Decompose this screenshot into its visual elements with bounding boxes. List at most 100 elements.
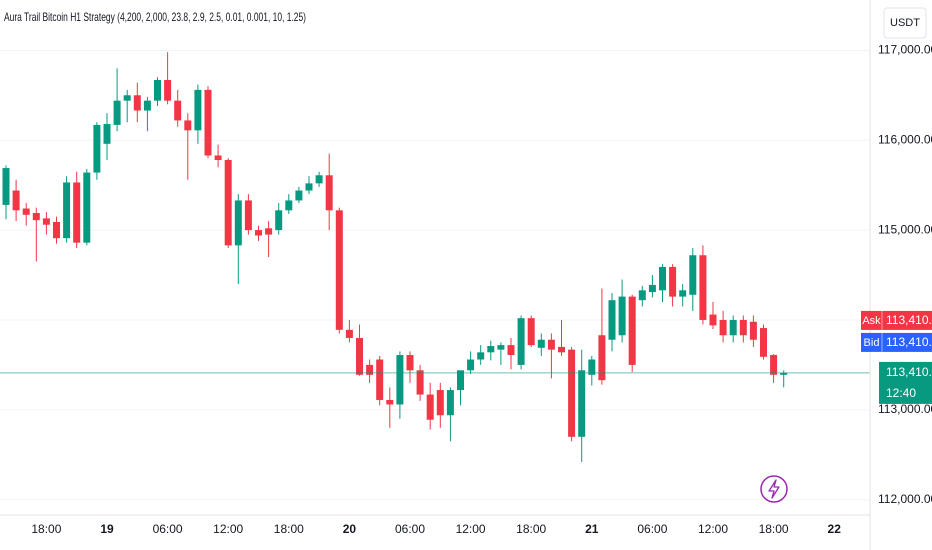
- candle-body: [578, 370, 586, 437]
- candle-body: [214, 155, 222, 160]
- candle-body: [517, 318, 525, 365]
- x-tick-label: 21: [585, 522, 599, 536]
- candle-body: [729, 319, 737, 336]
- x-tick-label: 12:00: [456, 522, 486, 536]
- countdown-label: 12:40: [886, 386, 916, 400]
- x-tick-label: 22: [828, 522, 842, 536]
- alert-icon[interactable]: [760, 475, 788, 503]
- candle-body: [618, 296, 626, 336]
- candle-body: [547, 339, 555, 350]
- x-tick-label: 18:00: [516, 522, 546, 536]
- candle-body: [53, 221, 60, 239]
- candle-body: [446, 390, 454, 416]
- candle-body: [255, 230, 262, 236]
- candle-body: [345, 329, 353, 338]
- price-tag-box: [861, 310, 932, 330]
- candle-body: [2, 168, 10, 205]
- x-tick-label: 19: [100, 522, 114, 536]
- chart-title: Aura Trail Bitcoin H1 Strategy (4,200, 2…: [4, 10, 306, 24]
- candle-body: [224, 159, 232, 246]
- candle-body: [467, 359, 475, 371]
- candle-body: [406, 355, 414, 371]
- candle-body: [154, 79, 161, 101]
- x-tick-label: 18:00: [31, 522, 61, 536]
- candle-body: [780, 372, 788, 375]
- candle-body: [709, 314, 717, 326]
- y-tick-label: 112,000.00: [878, 492, 932, 506]
- candle-body: [527, 318, 535, 346]
- currency-button[interactable]: USDT: [883, 7, 927, 39]
- price-tag-box: [861, 332, 932, 352]
- candle-body: [103, 124, 111, 144]
- y-tick-label: 116,000.00: [878, 132, 932, 146]
- candle-body: [12, 190, 20, 211]
- currency-label[interactable]: USDT: [890, 17, 920, 29]
- last-price-label: 113,410.88: [886, 365, 932, 379]
- y-tick-label: 117,000.00: [878, 43, 932, 57]
- candle-body: [679, 290, 687, 297]
- x-tick-label: 18:00: [759, 522, 789, 536]
- alert-circle[interactable]: [760, 475, 788, 503]
- grid: [0, 49, 870, 501]
- candle-body: [133, 95, 141, 111]
- price-tag-name: Bid: [864, 337, 880, 349]
- candle-body: [123, 95, 131, 101]
- candle-body: [477, 352, 485, 360]
- candle-body: [436, 390, 444, 416]
- candle-body: [305, 183, 313, 191]
- candle-body: [275, 210, 283, 231]
- candle-body: [426, 394, 434, 420]
- price-tags: Ask 113,410.89 Bid 113,410.88 113,410.88 12:4…: [861, 310, 932, 404]
- candle-body: [174, 100, 182, 121]
- candle-body: [598, 335, 606, 381]
- candle-body: [285, 200, 293, 211]
- candles: [0, 52, 870, 462]
- candle-body: [568, 349, 576, 437]
- candle-body: [537, 339, 545, 348]
- candle-body: [143, 100, 151, 111]
- candle-body: [648, 284, 656, 293]
- candle-body: [588, 359, 596, 375]
- candle-body: [507, 345, 515, 356]
- last-price-box: [879, 361, 932, 404]
- price-tag-value: 113,410.89: [886, 313, 932, 327]
- candle-body: [739, 319, 747, 336]
- candle-body: [42, 218, 50, 225]
- candle-body: [325, 175, 333, 211]
- candle-body: [366, 364, 374, 375]
- candle-body: [416, 370, 424, 395]
- candle-body: [659, 266, 666, 291]
- candle-body: [194, 89, 202, 131]
- y-tick-label: 115,000.00: [878, 222, 932, 236]
- x-tick-label: 12:00: [213, 522, 243, 536]
- candle-body: [93, 124, 101, 173]
- x-tick-label: 06:00: [395, 522, 425, 536]
- candle-body: [638, 290, 646, 301]
- candle-body: [628, 296, 636, 365]
- x-tick-label: 20: [343, 522, 357, 536]
- candle-body: [315, 175, 323, 184]
- candle-body: [22, 208, 30, 215]
- candle-body: [73, 182, 81, 243]
- candle-body: [497, 345, 505, 350]
- candle-body: [265, 228, 273, 235]
- price-tag-value: 113,410.88: [886, 335, 932, 349]
- candle-body: [608, 300, 616, 340]
- candle-body: [760, 328, 767, 357]
- candle-body: [699, 255, 707, 320]
- candle-body: [689, 255, 697, 295]
- x-tick-label: 06:00: [637, 522, 667, 536]
- alert-bolt[interactable]: [768, 479, 780, 499]
- candle-body: [234, 200, 242, 246]
- currency-button-box[interactable]: [883, 7, 927, 39]
- y-tick-label: 113,000.00: [878, 402, 932, 416]
- candle-body: [457, 370, 464, 391]
- candle-body: [63, 182, 71, 239]
- candle-body: [184, 120, 192, 131]
- candle-body: [770, 355, 778, 375]
- candle-body: [113, 100, 121, 125]
- candle-body: [558, 346, 565, 353]
- candle-body: [83, 172, 91, 243]
